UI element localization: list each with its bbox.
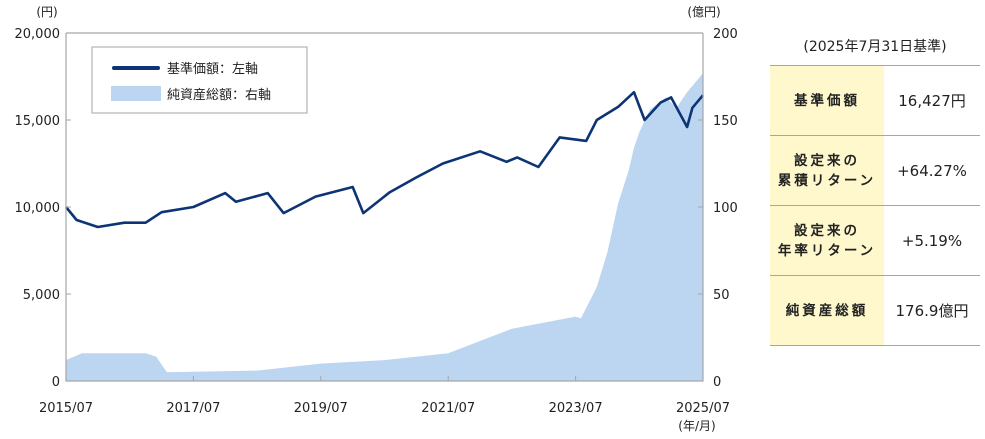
x-tick-label: 2023/07 xyxy=(549,401,603,416)
row-value: 16,427円 xyxy=(898,92,966,110)
left-tick-label: 20,000 xyxy=(15,27,61,42)
left-tick-label: 10,000 xyxy=(15,201,61,216)
x-tick-label: 2019/07 xyxy=(294,401,348,416)
table-row: 純資産総額 176.9億円 xyxy=(770,275,980,346)
row-label: 設定来の 累積リターン xyxy=(770,136,884,205)
x-tick-label: 2015/07 xyxy=(39,401,93,416)
table-row: 設定来の 累積リターン +64.27% xyxy=(770,135,980,205)
left-tick-label: 5,000 xyxy=(23,288,60,303)
row-value: +5.19% xyxy=(901,231,963,250)
left-axis-unit: (円) xyxy=(36,5,57,19)
right-tick-label: 150 xyxy=(713,114,738,129)
x-axis-unit: (年/月) xyxy=(678,419,715,433)
table-row: 設定来の 年率リターン +5.19% xyxy=(770,205,980,275)
right-tick-label: 50 xyxy=(713,288,730,303)
right-tick-label: 0 xyxy=(713,375,721,390)
table-row: 基準価額 16,427円 xyxy=(770,65,980,135)
left-tick-label: 0 xyxy=(52,375,60,390)
row-label: 設定来の 年率リターン xyxy=(770,206,884,275)
right-tick-label: 200 xyxy=(713,27,738,42)
x-tick-label: 2021/07 xyxy=(421,401,475,416)
right-tick-label: 100 xyxy=(713,201,738,216)
row-value: 176.9億円 xyxy=(895,302,969,320)
legend-label-nav: 純資産総額：右軸 xyxy=(167,87,271,103)
legend-area-swatch xyxy=(111,86,161,101)
legend: 基準価額：左軸 純資産総額：右軸 xyxy=(91,46,308,114)
left-tick-label: 15,000 xyxy=(15,114,61,129)
x-tick-label: 2017/07 xyxy=(166,401,220,416)
row-value: +64.27% xyxy=(897,161,967,180)
row-label: 基準価額 xyxy=(770,66,884,135)
right-axis-unit: (億円) xyxy=(687,5,720,19)
price-line xyxy=(64,90,704,229)
row-label: 純資産総額 xyxy=(770,276,884,345)
summary-date: (2025年7月31日基準) xyxy=(803,39,947,55)
chart: 0 5,000 10,000 15,000 20,000 0 50 100 150 200 2015… xyxy=(15,5,738,433)
nav-area xyxy=(66,73,703,381)
legend-label-price: 基準価額：左軸 xyxy=(167,61,258,77)
summary-table: (2025年7月31日基準) 基準価額 16,427円 設定来の 累積リターン … xyxy=(770,30,980,346)
x-tick-label: 2025/07 xyxy=(676,401,730,416)
